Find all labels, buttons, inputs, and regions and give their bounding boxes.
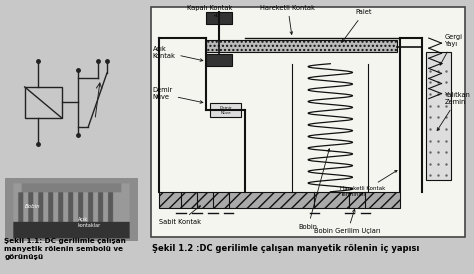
Text: Şekil 1.1: DC gerilimle çalışan
manyetik rölenin sembolü ve
görünüşü: Şekil 1.1: DC gerilimle çalışan manyetik… xyxy=(4,238,126,259)
Text: Demir
Nüve: Demir Nüve xyxy=(219,106,232,115)
Bar xyxy=(426,52,451,180)
Text: Kapalı Kontak: Kapalı Kontak xyxy=(187,5,233,16)
Bar xyxy=(25,87,62,118)
Text: Yalıtkan
Zemin: Yalıtkan Zemin xyxy=(437,92,471,130)
Text: Hareketli Kontak: Hareketli Kontak xyxy=(261,5,315,35)
Text: Gergi
Yayı: Gergi Yayı xyxy=(440,34,463,65)
Text: Açık
Kontak: Açık Kontak xyxy=(153,45,203,61)
Text: Palet: Palet xyxy=(342,10,372,42)
Text: Açık
kontaklar: Açık kontaklar xyxy=(78,217,101,228)
Text: Hareketli Kontak
Terminali: Hareketli Kontak Terminali xyxy=(340,170,397,197)
Bar xyxy=(207,13,232,24)
Text: Demir
Nüve: Demir Nüve xyxy=(153,87,203,103)
Bar xyxy=(207,54,232,66)
Text: Bobin: Bobin xyxy=(25,204,40,209)
Bar xyxy=(207,40,397,52)
Bar xyxy=(159,192,400,208)
Text: Bobin: Bobin xyxy=(299,149,330,230)
Bar xyxy=(210,103,241,117)
Text: Şekil 1.2 :DC gerilimle çalışan manyetik rölenin iç yapısı: Şekil 1.2 :DC gerilimle çalışan manyetik… xyxy=(153,244,420,253)
Text: Bobin Gerilim Uçları: Bobin Gerilim Uçları xyxy=(314,209,381,234)
Text: Sabit Kontak: Sabit Kontak xyxy=(159,206,201,225)
